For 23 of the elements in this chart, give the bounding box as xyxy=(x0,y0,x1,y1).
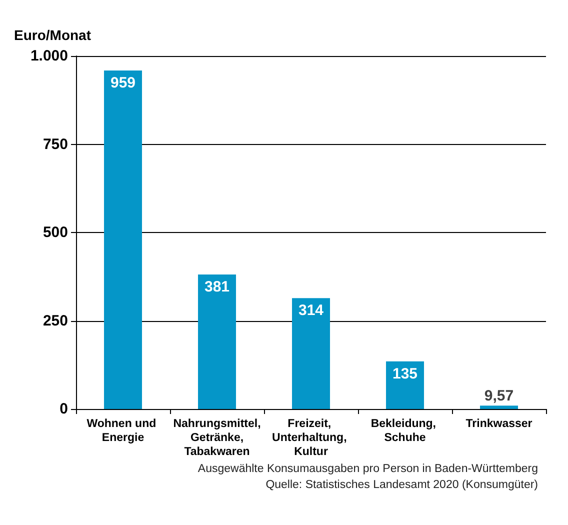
x-tick-label: Wohnen und Energie xyxy=(86,418,160,444)
y-tick-label: 250 xyxy=(42,312,68,330)
x-tick-label: Freizeit, Unterhaltung, Kultur xyxy=(272,418,350,458)
bar xyxy=(386,361,424,409)
source-note: Quelle: Statistisches Landesamt 2020 (Konsumgüter) xyxy=(266,479,538,491)
data-label: 9,57 xyxy=(484,388,514,405)
data-label: 381 xyxy=(204,278,230,296)
y-tick-label: 500 xyxy=(42,224,68,241)
data-label: 959 xyxy=(110,74,136,92)
y-tick-label: 750 xyxy=(42,136,68,153)
bar xyxy=(104,70,142,409)
bar xyxy=(480,406,518,409)
data-label: 314 xyxy=(298,302,324,320)
x-tick-label: Bekleidung, Schuhe xyxy=(370,418,440,444)
bar xyxy=(292,298,330,409)
text: Ausgewählte Konsumausgaben pro Person in Baden-Württemberg xyxy=(198,463,538,475)
bar xyxy=(198,274,236,409)
y-tick-label: 0 xyxy=(60,400,68,418)
data-label: 135 xyxy=(392,365,418,382)
y-tick-label: 1.000 xyxy=(30,48,68,64)
x-tick-label: Trinkwasser xyxy=(466,418,533,430)
y-axis-title: Euro/Monat xyxy=(14,27,92,43)
x-tick-label: Nahrungsmittel, Getränke, Tabakwaren xyxy=(173,418,261,458)
